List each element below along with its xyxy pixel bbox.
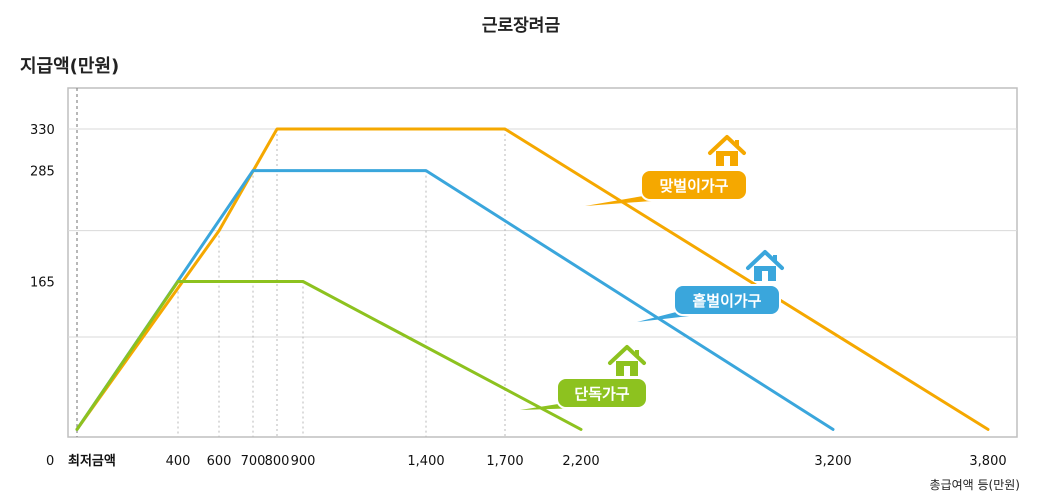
x-tick-3200: 3,200	[814, 454, 851, 469]
plot-border	[67, 87, 1018, 438]
series-lines	[75, 127, 990, 431]
house-door	[762, 271, 768, 281]
callout-label-single-person: 단독가구	[574, 385, 629, 403]
house-roof	[708, 135, 746, 155]
x-tick-50: 최저금액	[68, 454, 116, 469]
chart-title: 근로장려금	[482, 16, 561, 36]
y-tick-330: 330	[30, 123, 55, 138]
house-chimney	[635, 350, 639, 356]
house-icon	[746, 250, 784, 281]
callout-bubble-single-person	[556, 377, 648, 409]
callout-single-earner: 홑벌이가구	[637, 250, 784, 322]
callout-bubble-single-earner	[673, 284, 781, 316]
x-tick-labels: 0 최저금액 400 600 700 800 900 1,400 1,700 2,200 3,200…	[46, 454, 1007, 469]
house-door	[624, 366, 630, 376]
y-tick-285: 285	[30, 165, 55, 180]
x-tick-800: 800	[265, 454, 290, 469]
x-tick-400: 400	[166, 454, 191, 469]
x-tick-600: 600	[207, 454, 232, 469]
callout-label-single-earner: 홑벌이가구	[692, 292, 761, 310]
x-tick-2200: 2,200	[562, 454, 599, 469]
house-icon	[708, 135, 746, 166]
x-tick-700: 700	[241, 454, 266, 469]
grid	[68, 128, 1017, 437]
x-tick-900: 900	[291, 454, 316, 469]
callout-label-dual-income: 맞벌이가구	[659, 177, 728, 195]
series-line-single-person	[75, 280, 583, 431]
y-tick-labels: 330 285 165	[30, 123, 55, 291]
series-line-dual-income	[75, 127, 990, 431]
x-tick-1400: 1,400	[407, 454, 444, 469]
callout-dual-income: 맞벌이가구	[585, 135, 748, 206]
house-icon	[608, 345, 646, 376]
y-tick-165: 165	[30, 276, 55, 291]
callout-bubble-dual-income	[640, 169, 748, 201]
y-axis-label: 지급액(만원)	[20, 56, 119, 77]
callout-single-person: 단독가구	[520, 345, 648, 410]
house-roof	[608, 345, 646, 365]
house-roof	[746, 250, 784, 270]
x-tick-1700: 1,700	[486, 454, 523, 469]
plot-frame	[67, 87, 1018, 438]
house-door	[724, 156, 730, 166]
x-axis-label: 총급여액 등(만원)	[930, 478, 1020, 492]
house-chimney	[773, 255, 777, 261]
x-tick-3800: 3,800	[969, 454, 1006, 469]
house-chimney	[735, 140, 739, 146]
x-tick-0: 0	[46, 454, 54, 469]
